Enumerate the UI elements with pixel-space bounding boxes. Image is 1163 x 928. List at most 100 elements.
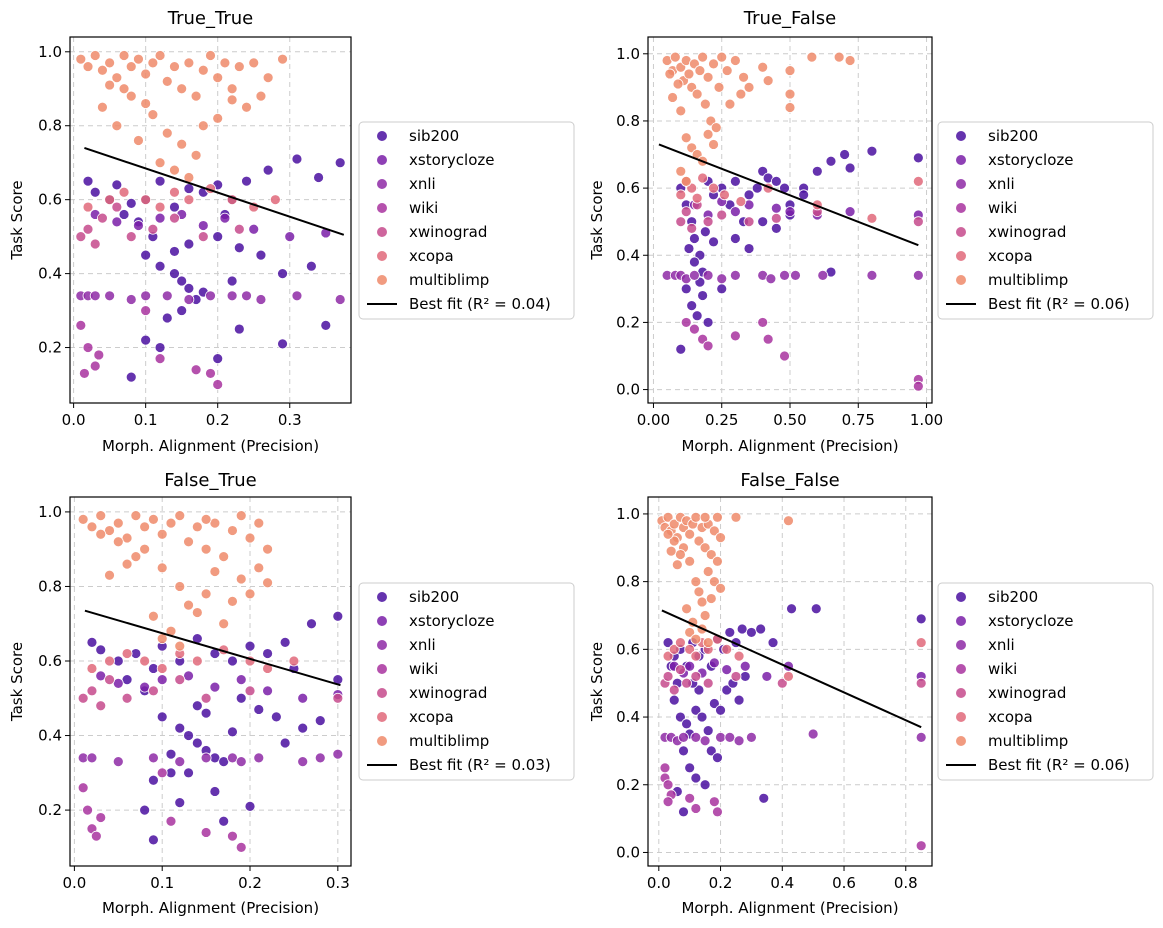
point-wiki — [762, 333, 774, 345]
point-wiki — [690, 803, 702, 814]
point-xstorycloze — [729, 206, 741, 218]
point-sib200 — [95, 644, 107, 656]
point-xnli — [817, 270, 829, 281]
point-xnli — [715, 731, 726, 743]
point-xwinograd — [662, 671, 674, 682]
point-wiki — [708, 796, 720, 808]
point-multiblimp — [705, 549, 717, 560]
legend-marker-xnli — [956, 640, 966, 650]
point-sib200 — [689, 233, 700, 244]
y-tick-label: 0.2 — [38, 339, 62, 357]
point-multiblimp — [233, 61, 245, 72]
y-tick-label: 0.4 — [616, 246, 640, 264]
point-xwinograd — [668, 684, 680, 696]
point-wiki — [190, 364, 202, 376]
legend-marker-sib200 — [956, 131, 966, 141]
point-wiki — [915, 840, 927, 852]
point-xnli — [253, 752, 265, 764]
plot-frame — [69, 496, 352, 867]
point-xwinograd — [111, 201, 123, 213]
point-multiblimp — [191, 521, 203, 533]
point-multiblimp — [729, 55, 741, 66]
point-multiblimp — [716, 51, 728, 63]
point-multiblimp — [197, 64, 209, 76]
point-sib200 — [729, 175, 741, 187]
legend-marker-xnli — [377, 179, 387, 189]
point-sib200 — [200, 707, 212, 719]
point-multiblimp — [190, 149, 202, 161]
point-sib200 — [305, 260, 317, 272]
y-axis-label: Task Score — [588, 642, 606, 722]
point-sib200 — [154, 260, 166, 272]
point-xcopa — [662, 650, 674, 662]
point-sib200 — [139, 804, 151, 816]
point-multiblimp — [693, 586, 705, 598]
point-xstorycloze — [197, 220, 209, 231]
x-tick-label: 0.3 — [326, 874, 350, 892]
point-sib200 — [684, 762, 696, 774]
point-sib200 — [332, 610, 344, 622]
point-xstorycloze — [209, 681, 221, 693]
point-multiblimp — [784, 102, 796, 113]
point-multiblimp — [140, 68, 152, 80]
point-xwinograd — [147, 223, 159, 235]
point-wiki — [140, 305, 152, 316]
chart-title: False_False — [740, 470, 839, 491]
point-xstorycloze — [297, 692, 309, 704]
legend-marker-xwinograd — [377, 227, 387, 237]
legend-label: xstorycloze — [409, 612, 495, 630]
point-sib200 — [227, 726, 238, 738]
point-multiblimp — [667, 92, 678, 103]
y-tick-label: 0.2 — [616, 313, 640, 331]
legend-label: wiki — [988, 660, 1017, 678]
point-xcopa — [697, 172, 709, 184]
y-tick-label: 0.6 — [38, 191, 62, 209]
point-sib200 — [270, 711, 282, 723]
point-sib200 — [915, 613, 927, 625]
point-multiblimp — [277, 53, 288, 65]
point-xwinograd — [915, 677, 927, 689]
point-multiblimp — [241, 101, 252, 113]
point-multiblimp — [669, 51, 681, 63]
point-wiki — [662, 779, 674, 791]
point-multiblimp — [191, 607, 203, 618]
point-sib200 — [169, 246, 180, 257]
point-sib200 — [140, 334, 152, 346]
point-xnli — [297, 756, 309, 768]
point-wiki — [200, 827, 212, 838]
point-sib200 — [693, 684, 705, 696]
point-multiblimp — [675, 549, 686, 560]
y-tick-label: 0.8 — [38, 117, 62, 135]
point-sib200 — [739, 671, 751, 682]
legend-marker-multiblimp — [956, 275, 966, 285]
point-sib200 — [721, 684, 733, 696]
point-xcopa — [183, 194, 195, 206]
legend-label: sib200 — [988, 127, 1038, 145]
point-xnli — [746, 731, 757, 743]
legend: sib200 xstorycloze xnli wiki xwinograd xcopa m… — [937, 121, 1154, 320]
point-multiblimp — [121, 558, 133, 570]
y-tick-label: 1.0 — [38, 43, 62, 61]
point-xstorycloze — [844, 206, 856, 218]
legend-box — [937, 582, 1154, 781]
point-xnli — [915, 731, 927, 743]
point-xnli — [702, 270, 714, 281]
point-sib200 — [675, 711, 686, 723]
point-multiblimp — [218, 551, 230, 563]
point-sib200 — [183, 238, 195, 250]
point-xcopa — [269, 194, 281, 206]
subplot-True_True: 0.0 0.1 0.2 0.3 0.2 0.4 0.6 0.8 1.0 True_True Morp… — [8, 8, 575, 455]
legend-label: Best fit (R² = 0.04) — [409, 295, 551, 313]
point-xwinograd — [716, 209, 728, 221]
point-multiblimp — [86, 521, 98, 533]
point-xcopa — [721, 643, 733, 655]
point-sib200 — [736, 623, 748, 635]
point-xcopa — [121, 648, 133, 659]
best-fit-line — [84, 609, 341, 687]
x-tick-label: 0.50 — [773, 411, 806, 429]
point-sib200 — [678, 745, 689, 757]
best-fit-line — [84, 146, 345, 236]
point-multiblimp — [694, 65, 706, 76]
point-sib200 — [702, 317, 714, 328]
point-wiki — [684, 792, 696, 804]
